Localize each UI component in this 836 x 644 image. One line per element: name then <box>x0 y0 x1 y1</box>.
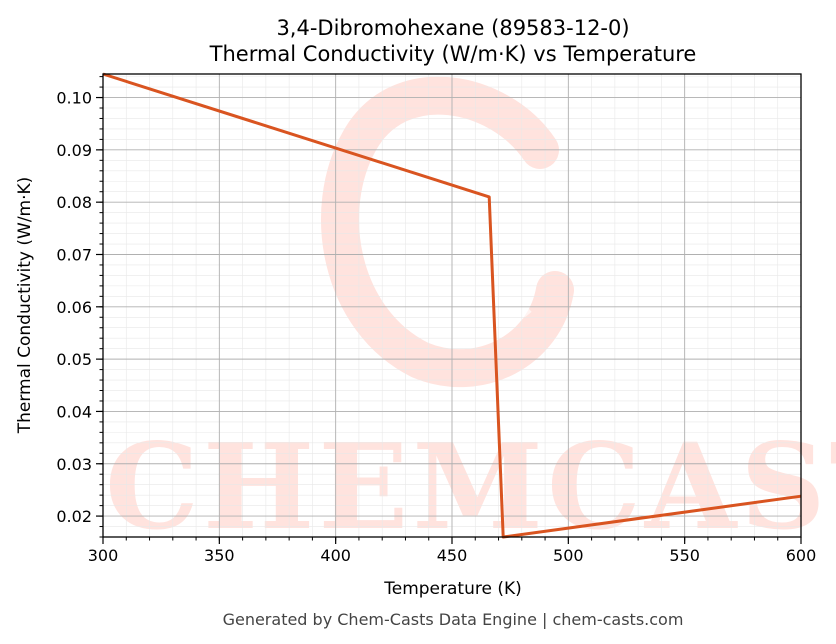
x-tick-label: 300 <box>88 546 119 565</box>
series-line <box>102 72 802 539</box>
y-tick-label: 0.10 <box>56 89 92 108</box>
x-tick-label: 450 <box>437 546 468 565</box>
watermark: CHEMCASTS <box>105 76 836 556</box>
x-tick-label: 550 <box>669 546 700 565</box>
y-tick-label: 0.05 <box>56 350 92 369</box>
x-tick-label: 600 <box>786 546 817 565</box>
watermark-text: CHEMCASTS <box>105 417 836 556</box>
y-tick-label: 0.06 <box>56 298 92 317</box>
y-axis-label: Thermal Conductivity (W/m·K) <box>15 177 35 435</box>
y-tick-label: 0.08 <box>56 193 92 212</box>
chart-title: 3,4-Dibromohexane (89583-12-0) <box>276 16 629 40</box>
y-tick-label: 0.07 <box>56 245 92 264</box>
x-tick-label: 500 <box>553 546 584 565</box>
x-tick-labels: 300 350 400 450 500 550 600 <box>88 546 817 565</box>
x-axis-label: Temperature (K) <box>383 579 522 599</box>
ticks <box>96 76 802 544</box>
y-tick-label: 0.02 <box>56 507 92 526</box>
watermark-logo <box>321 76 574 388</box>
y-tick-labels: 0.02 0.03 0.04 0.05 0.06 0.07 0.08 0.09 0.10 <box>56 89 92 527</box>
series-layer <box>102 72 802 539</box>
y-tick-label: 0.04 <box>56 402 92 421</box>
x-tick-label: 350 <box>204 546 235 565</box>
y-tick-label: 0.03 <box>56 455 92 474</box>
chart-subtitle: Thermal Conductivity (W/m·K) vs Temperat… <box>209 42 697 66</box>
y-tick-label: 0.09 <box>56 141 92 160</box>
x-tick-label: 400 <box>320 546 351 565</box>
footer-credit: Generated by Chem-Casts Data Engine | ch… <box>223 610 684 629</box>
